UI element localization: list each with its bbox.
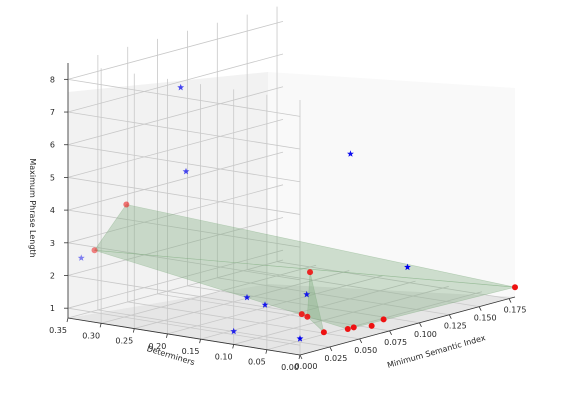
y-tick-label: 0.30 (82, 331, 100, 340)
z-tick-label: 2 (50, 272, 55, 281)
data-point-star (177, 83, 185, 91)
data-point-circle (91, 247, 98, 254)
data-point-star (182, 167, 190, 175)
y-tick-label: 0.05 (248, 358, 266, 367)
z-tick-label: 1 (50, 304, 55, 313)
x-tick (478, 306, 482, 311)
data-point-circle (368, 322, 375, 329)
data-point-star (77, 254, 85, 261)
data-point-circle (350, 324, 357, 331)
x-tick (299, 354, 303, 360)
y-tick (166, 333, 168, 338)
x-tick-label: 0.125 (444, 322, 467, 331)
y-tick (99, 323, 102, 328)
y-tick-label: 0.10 (215, 352, 233, 361)
y-tick (232, 344, 235, 349)
data-points (77, 83, 518, 342)
data-point-circle (123, 201, 130, 208)
left-pane (68, 72, 268, 318)
z-tick-label: 4 (50, 206, 55, 215)
y-tick (298, 354, 301, 360)
z-axis-title: Maximum Phrase Length (28, 158, 37, 257)
x-tick (389, 330, 392, 336)
data-point-star (347, 150, 354, 157)
x-tick-label: 0.075 (384, 338, 407, 347)
y-tick-label: 0.20 (149, 342, 167, 351)
data-point-star (296, 335, 304, 342)
axes (64, 63, 516, 360)
data-point-star (243, 293, 251, 301)
x-tick (329, 346, 333, 352)
x-tick (448, 314, 452, 319)
y-tick-label: 0.15 (182, 347, 200, 356)
data-point-circle (298, 311, 305, 318)
y-tick-label: 0.25 (115, 337, 133, 346)
y-tick (66, 317, 69, 323)
back-pane (268, 72, 515, 297)
data-point-star (230, 327, 238, 335)
tick-labels: 0.000 0.025 0.050 0.075 0.100 0.125 0.150 0.175… (49, 75, 526, 372)
x-tick-label: 0.050 (354, 346, 377, 355)
x-tick (508, 298, 512, 303)
surface-triangle (94, 250, 516, 330)
x-tick-label: 0.100 (414, 330, 437, 339)
y-tick (265, 349, 268, 354)
y-tick (199, 339, 201, 344)
x-tick-label: 0.150 (474, 314, 497, 323)
z-tick-label: 7 (50, 108, 55, 117)
data-point-circle (380, 316, 387, 323)
z-tick-label: 3 (50, 239, 55, 248)
data-point-circle (320, 329, 327, 336)
y-tick-label: 0.00 (281, 363, 299, 372)
data-point-star (303, 290, 311, 298)
y-tick-label: 0.35 (49, 326, 67, 335)
data-point-circle (344, 326, 351, 333)
x-tick-label: 0.000 (295, 362, 318, 371)
z-tick-label: 6 (50, 141, 55, 150)
x-tick (419, 322, 422, 327)
data-point-circle (512, 284, 518, 291)
y-tick (132, 328, 135, 333)
y-axis-line (67, 317, 301, 356)
data-point-star (404, 263, 411, 271)
z-tick-label: 8 (50, 75, 55, 84)
x-tick-label: 0.025 (324, 354, 347, 363)
z-tick-label: 5 (50, 173, 55, 182)
data-point-star (261, 301, 269, 308)
data-point-circle (304, 313, 311, 320)
x-tick-label: 0.175 (504, 306, 527, 315)
x-tick (359, 338, 363, 344)
data-point-circle (307, 269, 314, 276)
